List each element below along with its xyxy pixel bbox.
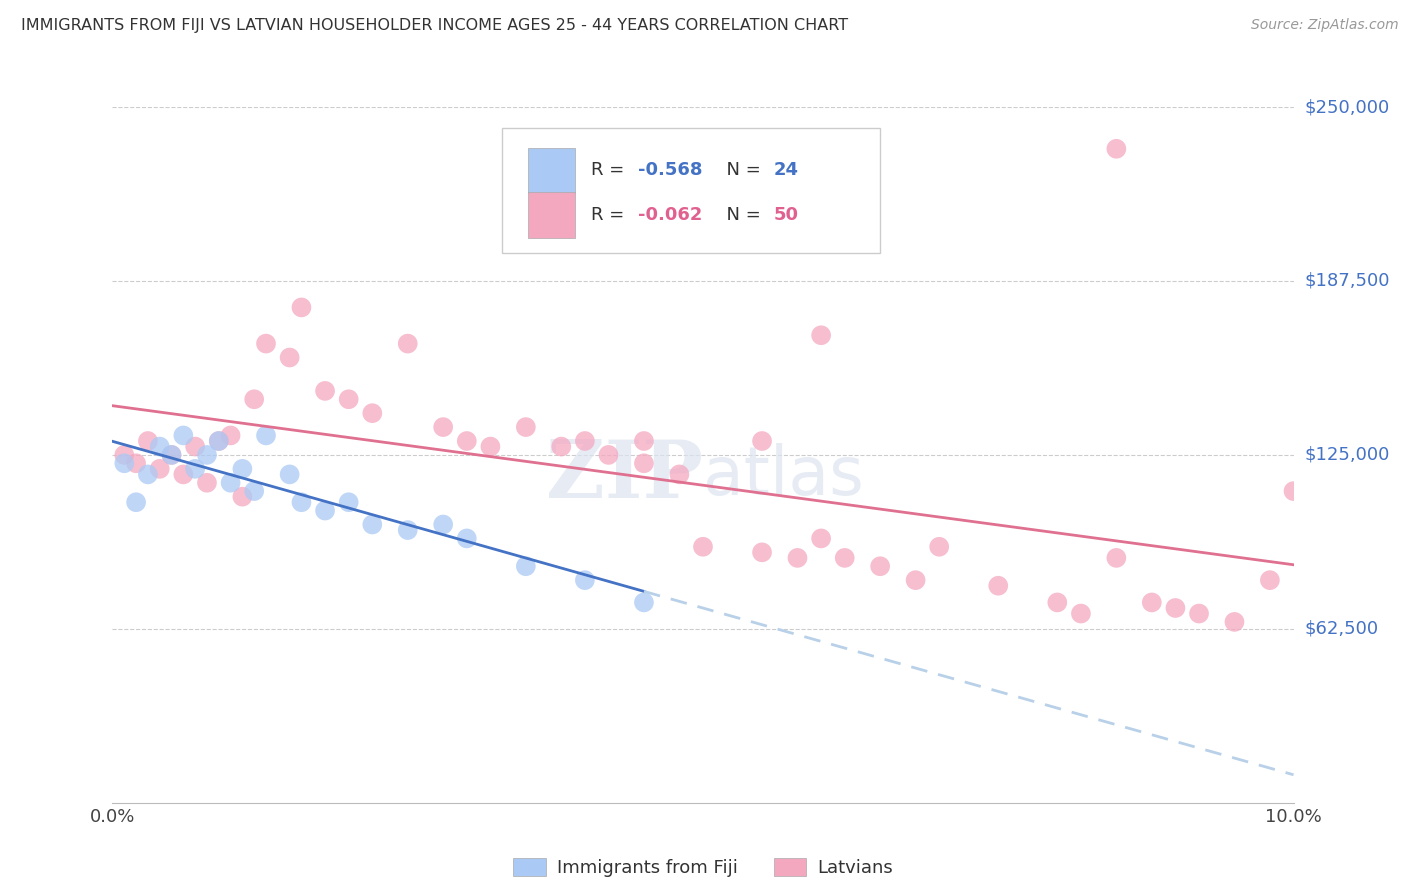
Point — [314, 503, 336, 517]
Text: -0.568: -0.568 — [638, 161, 703, 179]
Point — [160, 448, 183, 462]
Text: 50: 50 — [773, 206, 799, 224]
Point — [1046, 595, 1069, 609]
Point — [195, 475, 218, 490]
Point — [361, 517, 384, 532]
Text: $250,000: $250,000 — [1305, 98, 1391, 116]
Point — [184, 440, 207, 454]
Point — [598, 448, 620, 462]
Point — [515, 559, 537, 574]
Text: R =: R = — [591, 161, 630, 179]
Point — [574, 434, 596, 448]
Point — [479, 440, 502, 454]
Point — [810, 532, 832, 546]
Point — [136, 434, 159, 448]
Point — [112, 448, 135, 462]
Point — [515, 420, 537, 434]
Point — [904, 573, 927, 587]
Text: Source: ZipAtlas.com: Source: ZipAtlas.com — [1251, 18, 1399, 32]
Text: atlas: atlas — [703, 442, 863, 508]
Point — [1223, 615, 1246, 629]
Point — [928, 540, 950, 554]
Point — [751, 434, 773, 448]
Point — [1282, 484, 1305, 499]
Point — [149, 440, 172, 454]
Point — [243, 484, 266, 499]
Point — [160, 448, 183, 462]
Point — [254, 336, 277, 351]
Point — [668, 467, 690, 482]
Text: $187,500: $187,500 — [1305, 272, 1391, 290]
Point — [1105, 142, 1128, 156]
Text: N =: N = — [714, 161, 766, 179]
Text: $62,500: $62,500 — [1305, 620, 1379, 638]
Point — [231, 462, 253, 476]
FancyBboxPatch shape — [502, 128, 880, 253]
Point — [125, 456, 148, 470]
Point — [456, 434, 478, 448]
Text: 24: 24 — [773, 161, 799, 179]
Point — [810, 328, 832, 343]
Point — [432, 420, 454, 434]
Point — [396, 523, 419, 537]
Point — [633, 456, 655, 470]
Point — [361, 406, 384, 420]
Point — [278, 351, 301, 365]
Point — [633, 434, 655, 448]
Point — [1164, 601, 1187, 615]
Point — [337, 392, 360, 407]
Point — [219, 475, 242, 490]
Point — [290, 495, 312, 509]
Point — [1105, 550, 1128, 565]
Point — [1140, 595, 1163, 609]
Text: ZIP: ZIP — [546, 437, 703, 515]
Point — [172, 467, 194, 482]
Point — [692, 540, 714, 554]
Bar — [529, 148, 575, 193]
Point — [869, 559, 891, 574]
Point — [290, 301, 312, 315]
Point — [254, 428, 277, 442]
Point — [208, 434, 231, 448]
Point — [633, 595, 655, 609]
Point — [396, 336, 419, 351]
Point — [172, 428, 194, 442]
Point — [786, 550, 808, 565]
Text: IMMIGRANTS FROM FIJI VS LATVIAN HOUSEHOLDER INCOME AGES 25 - 44 YEARS CORRELATIO: IMMIGRANTS FROM FIJI VS LATVIAN HOUSEHOL… — [21, 18, 848, 33]
Point — [219, 428, 242, 442]
Point — [231, 490, 253, 504]
Text: $125,000: $125,000 — [1305, 446, 1391, 464]
Point — [1258, 573, 1281, 587]
Text: -0.062: -0.062 — [638, 206, 703, 224]
Bar — [529, 193, 575, 237]
Point — [456, 532, 478, 546]
Point — [208, 434, 231, 448]
Point — [243, 392, 266, 407]
Point — [314, 384, 336, 398]
Point — [1188, 607, 1211, 621]
Point — [1070, 607, 1092, 621]
Point — [751, 545, 773, 559]
Point — [987, 579, 1010, 593]
Point — [337, 495, 360, 509]
Point — [834, 550, 856, 565]
Point — [136, 467, 159, 482]
Point — [195, 448, 218, 462]
Text: R =: R = — [591, 206, 630, 224]
Point — [125, 495, 148, 509]
Point — [432, 517, 454, 532]
Point — [278, 467, 301, 482]
Point — [184, 462, 207, 476]
Point — [112, 456, 135, 470]
Text: N =: N = — [714, 206, 766, 224]
Point — [149, 462, 172, 476]
Point — [574, 573, 596, 587]
Point — [550, 440, 572, 454]
Legend: Immigrants from Fiji, Latvians: Immigrants from Fiji, Latvians — [506, 850, 900, 884]
